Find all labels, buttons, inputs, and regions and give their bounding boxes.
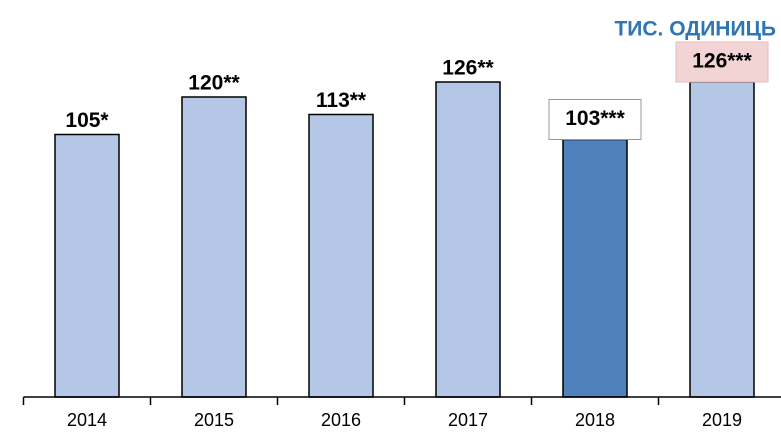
bar bbox=[308, 113, 374, 398]
x-tick-label: 2019 bbox=[702, 410, 742, 430]
x-tick-label: 2014 bbox=[67, 410, 107, 430]
value-label: 120** bbox=[188, 72, 240, 95]
x-tick-label: 2016 bbox=[321, 410, 361, 430]
label-box bbox=[548, 99, 642, 140]
value-label: 103*** bbox=[565, 107, 625, 130]
value-label: 126*** bbox=[692, 50, 752, 73]
x-tick-label: 2018 bbox=[575, 410, 615, 430]
label-box bbox=[675, 41, 769, 83]
bar bbox=[54, 133, 120, 398]
bar bbox=[562, 138, 628, 398]
x-tick-label: 2015 bbox=[194, 410, 234, 430]
bar bbox=[435, 81, 501, 398]
x-tick-label: 2017 bbox=[448, 410, 488, 430]
chart-title: ТИС. ОДИНИЦЬ bbox=[614, 18, 776, 41]
value-label: 113** bbox=[316, 89, 367, 112]
value-label: 105* bbox=[65, 109, 109, 132]
bar bbox=[689, 81, 755, 398]
bar bbox=[181, 96, 247, 398]
value-label: 126** bbox=[442, 57, 494, 80]
